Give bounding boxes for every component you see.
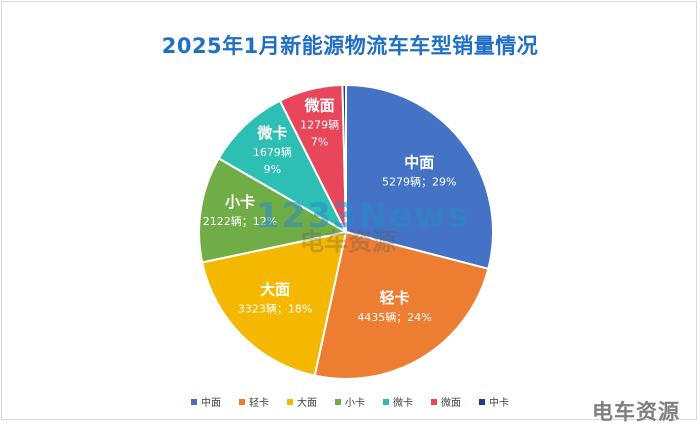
legend-item-6: 中卡 <box>479 394 509 409</box>
slice-label-2-0: 大面 <box>260 280 290 298</box>
pie-slice-6 <box>341 83 347 233</box>
legend-swatch-6 <box>479 398 485 405</box>
slice-label-2-1: 3323辆；18% <box>238 301 312 315</box>
slice-label-1-1: 4435辆；24% <box>357 310 431 324</box>
legend-swatch-3 <box>335 398 341 405</box>
pie-slice-0 <box>345 83 494 271</box>
chart-legend: 中面 轻卡 大面 小卡 微卡 微面 中卡 <box>0 394 700 409</box>
slice-label-0-1: 5279辆；29% <box>382 174 456 188</box>
slice-label-1-0: 轻卡 <box>380 289 410 307</box>
pie-slice-1 <box>313 230 490 380</box>
legend-swatch-1 <box>239 398 245 405</box>
legend-label-4: 微卡 <box>393 398 413 409</box>
legend-swatch-5 <box>431 398 437 405</box>
pie-slice-4 <box>217 99 349 235</box>
legend-swatch-4 <box>383 398 389 405</box>
slice-label-3-0: 小卡 <box>225 193 255 211</box>
legend-label-3: 小卡 <box>345 398 365 409</box>
legend-item-4: 微卡 <box>383 394 413 409</box>
watermark-sub: 电车资源 <box>300 228 396 256</box>
slice-label-3-1: 2122辆；12% <box>203 214 277 228</box>
slice-label-5-2: 7% <box>311 135 328 148</box>
slice-label-4-0: 微卡 <box>256 124 287 142</box>
legend-swatch-0 <box>191 398 197 405</box>
pie-slice-3 <box>198 156 349 264</box>
legend-label-1: 轻卡 <box>249 398 269 409</box>
watermark-text: 1233News <box>256 196 470 236</box>
pie-slice-2 <box>200 230 348 377</box>
legend-label-5: 微面 <box>441 398 461 409</box>
legend-item-2: 大面 <box>287 394 317 409</box>
legend-item-3: 小卡 <box>335 394 365 409</box>
legend-swatch-2 <box>287 398 293 405</box>
slice-label-4-2: 9% <box>264 163 281 176</box>
chart-title: 2025年1月新能源物流车车型销量情况 <box>161 34 539 58</box>
slice-label-5-1: 1279辆 <box>300 117 339 131</box>
legend-item-5: 微面 <box>431 394 461 409</box>
legend-item-0: 中面 <box>191 394 221 409</box>
corner-watermark: 电车资源 <box>592 400 680 424</box>
legend-label-2: 大面 <box>297 398 317 409</box>
slice-label-0-0: 中面 <box>404 153 434 171</box>
legend-item-1: 轻卡 <box>239 394 269 409</box>
legend-label-6: 中卡 <box>489 398 509 409</box>
slice-label-4-1: 1679辆 <box>253 145 292 159</box>
slice-label-5-0: 微面 <box>304 96 335 114</box>
chart-frame <box>1 1 697 420</box>
legend-label-0: 中面 <box>201 398 221 409</box>
